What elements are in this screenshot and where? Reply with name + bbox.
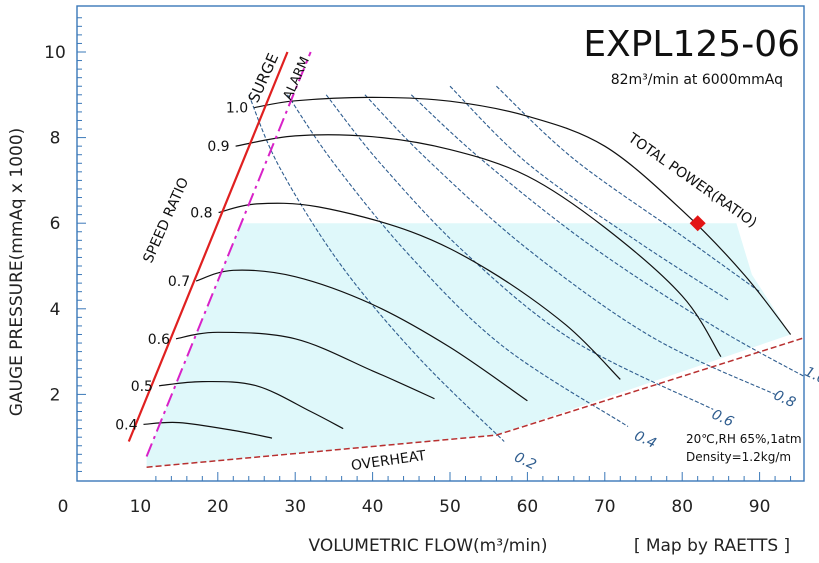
- speed-ratio-label: 0.7: [168, 274, 190, 290]
- x-tick-label: 70: [594, 497, 616, 517]
- operating-point-marker: [689, 215, 706, 232]
- operating-region: [146, 223, 791, 468]
- y-tick-label: 4: [50, 300, 61, 320]
- plot-frame: [76, 5, 805, 482]
- speed-curve: [218, 202, 621, 380]
- speed-curve: [158, 380, 344, 430]
- plot-curves: [127, 51, 804, 468]
- speed-ratio-label: 0.4: [115, 417, 137, 433]
- x-tick-label: 50: [439, 497, 461, 517]
- power-curve: [449, 85, 729, 301]
- y-tick-label: 6: [50, 214, 61, 234]
- power-curve: [287, 94, 629, 427]
- speed-curve: [143, 421, 273, 439]
- x-tick-label: 60: [517, 497, 539, 517]
- speed-curve: [254, 96, 792, 335]
- x-tick-label: 80: [671, 497, 693, 517]
- speed-ratio-label: 0.6: [148, 332, 170, 348]
- power-curve: [325, 94, 714, 410]
- power-curve: [248, 94, 505, 442]
- x-tick-label: 90: [749, 497, 771, 517]
- power-ratio-label: 0.6: [709, 407, 736, 431]
- x-tick-label: 20: [207, 497, 229, 517]
- power-curve: [410, 94, 804, 377]
- power-ratio-label: 0.4: [632, 428, 659, 452]
- speed-curve: [195, 269, 528, 402]
- overheat-line: [146, 337, 804, 468]
- alarm-label: ALARM: [281, 55, 313, 103]
- x-tick-label: 40: [362, 497, 384, 517]
- power-curve: [364, 94, 776, 395]
- speed-curve: [175, 331, 435, 400]
- alarm-line: [145, 51, 312, 457]
- speed-ratio-label: 0.9: [207, 139, 229, 155]
- x-axis-title: VOLUMETRIC FLOW(m³/min): [309, 536, 548, 556]
- surge-line: [127, 51, 289, 442]
- y-tick-label: 8: [50, 129, 61, 149]
- conditions-note: 20℃,RH 65%,1atm: [686, 432, 802, 446]
- y-axis-title: GAUGE PRESSURE(mmAq x 1000): [7, 128, 27, 417]
- chart-subtitle: 82m³/min at 6000mmAq: [611, 72, 783, 88]
- speed-ratio-caption: SPEED RATIO: [140, 175, 192, 265]
- chart-title: EXPL125-06: [583, 24, 800, 65]
- x-tick-label: 0: [58, 497, 69, 517]
- x-tick-label: 10: [130, 497, 152, 517]
- speed-ratio-label: 1.0: [226, 101, 248, 117]
- x-tick-label: 30: [284, 497, 306, 517]
- map-credit: [ Map by RAETTS ]: [634, 536, 790, 556]
- power-ratio-label: 0.8: [771, 387, 798, 411]
- speed-ratio-label: 0.5: [131, 379, 153, 395]
- density-note: Density=1.2kg/m: [686, 450, 791, 464]
- y-tick-label: 10: [44, 43, 66, 63]
- speed-ratio-label: 0.8: [190, 206, 212, 222]
- speed-curve: [235, 134, 722, 358]
- y-tick-label: 2: [50, 385, 61, 405]
- overheat-label: OVERHEAT: [350, 448, 427, 474]
- power-curve: [496, 85, 760, 293]
- power-ratio-label: 0.2: [512, 449, 539, 473]
- total-power-caption: TOTAL POWER(RATIO): [624, 130, 759, 231]
